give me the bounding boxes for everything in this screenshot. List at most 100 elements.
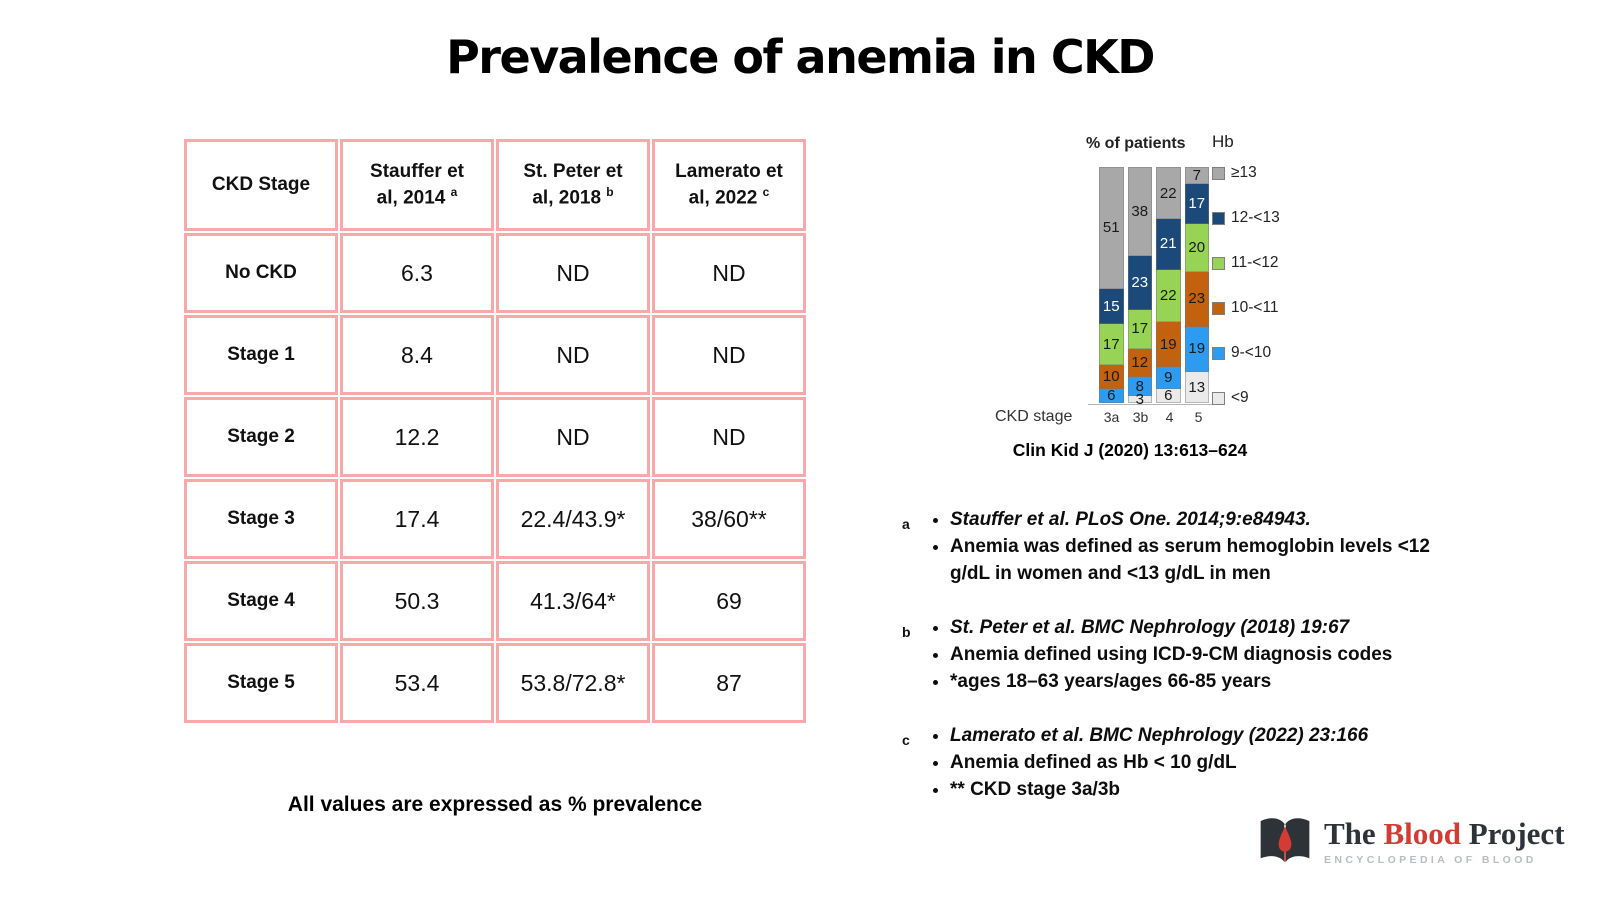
footnote-item: Stauffer et al. PLoS One. 2014;9:e84943.	[950, 507, 1440, 534]
stage-cell: Stage 4	[184, 561, 338, 641]
footnote-item: St. Peter et al. BMC Nephrology (2018) 1…	[950, 615, 1440, 642]
footnote-list: Lamerato et al. BMC Nephrology (2022) 23…	[930, 723, 1440, 804]
header-superscript: c	[762, 185, 770, 200]
stage-cell: Stage 1	[184, 315, 338, 395]
bar-segment: 15	[1099, 288, 1124, 325]
legend: ≥13 12-<13 11-<12 10-<11 9-<10 <9	[1212, 164, 1280, 407]
bar-segment: 6	[1099, 388, 1124, 403]
value-cell: 17.4	[340, 479, 494, 559]
value-cell: ND	[496, 397, 650, 477]
bar-3a: 51 15 17 10 6	[1099, 167, 1124, 403]
value-cell: 38/60**	[652, 479, 806, 559]
table-row: Stage 3 17.4 22.4/43.9* 38/60**	[184, 479, 806, 559]
legend-item: 9-<10	[1212, 344, 1280, 362]
value-cell: 6.3	[340, 233, 494, 313]
x-tick-labels: 3a 3b 4 5	[1099, 409, 1211, 425]
bar-segment: 19	[1156, 321, 1181, 368]
table-row: Stage 1 8.4 ND ND	[184, 315, 806, 395]
footnote-marker: b	[902, 623, 911, 640]
bar-segment: 19	[1184, 326, 1209, 372]
value-cell: 22.4/43.9*	[496, 479, 650, 559]
table-header-row: CKD Stage Stauffer et al, 2014 a St. Peter…	[184, 139, 806, 231]
legend-item: 11-<12	[1212, 254, 1280, 272]
table-header-cell: St. Peter et al, 2018 b	[496, 139, 650, 231]
bar-segment: 13	[1184, 372, 1209, 403]
legend-label: <9	[1231, 389, 1249, 406]
bar-segment: 23	[1127, 255, 1152, 310]
value-cell: ND	[496, 233, 650, 313]
table-row: Stage 5 53.4 53.8/72.8* 87	[184, 643, 806, 723]
footnote-list: St. Peter et al. BMC Nephrology (2018) 1…	[930, 615, 1440, 696]
stage-cell: Stage 5	[184, 643, 338, 723]
table-header-cell: Lamerato et al, 2022 c	[652, 139, 806, 231]
footnotes: a Stauffer et al. PLoS One. 2014;9:e84943…	[900, 507, 1440, 831]
color-swatch	[1212, 301, 1225, 315]
bar-5: 7 17 20 23 19 13	[1184, 167, 1209, 403]
value-cell: 41.3/64*	[496, 561, 650, 641]
footnote-c: c Lamerato et al. BMC Nephrology (2022) 2…	[900, 723, 1440, 804]
bar-segment: 10	[1099, 364, 1124, 389]
value-cell: 53.8/72.8*	[496, 643, 650, 723]
bar-4: 22 21 22 19 9 6	[1156, 167, 1181, 403]
bar-segment: 17	[1099, 324, 1124, 365]
value-cell: 50.3	[340, 561, 494, 641]
footnote-item: *ages 18–63 years/ages 66-85 years	[950, 669, 1440, 696]
bar-segment: 9	[1156, 367, 1181, 389]
bar-segment: 22	[1156, 167, 1181, 220]
table-row: Stage 4 50.3 41.3/64* 69	[184, 561, 806, 641]
legend-item: 10-<11	[1212, 299, 1280, 317]
prevalence-table: CKD Stage Stauffer et al, 2014 a St. Peter…	[182, 137, 808, 725]
bar-segment: 12	[1127, 349, 1152, 378]
tick-label: 3b	[1132, 409, 1149, 425]
logo-word-blood: Blood	[1383, 816, 1461, 852]
bar-segment: 38	[1127, 167, 1152, 256]
color-swatch	[1212, 256, 1225, 270]
legend-label: 9-<10	[1231, 344, 1272, 361]
chart-citation: Clin Kid J (2020) 13:613–624	[1012, 440, 1248, 460]
legend-item: <9	[1212, 389, 1280, 407]
legend-item: 12-<13	[1212, 209, 1280, 227]
footnote-item: Anemia defined using ICD-9-CM diagnosis …	[950, 642, 1440, 669]
stage-cell: No CKD	[184, 233, 338, 313]
blood-project-logo: The Blood Project ENCYCLOPEDIA OF BLOOD	[1256, 812, 1565, 872]
legend-label: ≥13	[1231, 164, 1257, 181]
logo-word-the: The	[1324, 816, 1376, 852]
color-swatch	[1212, 346, 1225, 360]
stage-cell: Stage 2	[184, 397, 338, 477]
bar-segment: 23	[1184, 271, 1209, 327]
bar-segment: 21	[1156, 219, 1181, 270]
footnote-item: Anemia defined as Hb < 10 g/dL	[950, 750, 1440, 777]
value-cell: 87	[652, 643, 806, 723]
legend-label: 12-<13	[1231, 209, 1280, 226]
footnote-item: ** CKD stage 3a/3b	[950, 777, 1440, 804]
logo-word-project: Project	[1468, 816, 1565, 852]
color-swatch	[1212, 166, 1225, 180]
logo-wordmark: The Blood Project	[1324, 816, 1565, 852]
bars-area: 51 15 17 10 6 38 23 17 12 8 3 22 21 22 19 9 6 7 17 20 23 19 13	[1099, 167, 1209, 407]
table-row: Stage 2 12.2 ND ND	[184, 397, 806, 477]
logo-text: The Blood Project ENCYCLOPEDIA OF BLOOD	[1324, 816, 1565, 865]
table-header-cell: Stauffer et al, 2014 a	[340, 139, 494, 231]
legend-title: Hb	[1212, 132, 1234, 151]
value-cell: 12.2	[340, 397, 494, 477]
x-axis-label: CKD stage	[995, 408, 1073, 425]
value-cell: 8.4	[340, 315, 494, 395]
tick-label: 5	[1194, 409, 1203, 425]
header-superscript: b	[606, 185, 614, 200]
bar-segment: 3	[1127, 392, 1152, 407]
bar-segment: 51	[1099, 167, 1124, 289]
table-header-cell: CKD Stage	[184, 139, 338, 231]
tick-label: 4	[1165, 409, 1174, 425]
value-cell: ND	[496, 315, 650, 395]
value-cell: 53.4	[340, 643, 494, 723]
bar-segment: 8	[1127, 377, 1152, 396]
bar-segment: 17	[1184, 183, 1209, 225]
footnote-a: a Stauffer et al. PLoS One. 2014;9:e84943…	[900, 507, 1440, 588]
x-axis-line	[1088, 404, 1218, 405]
bar-segment: 20	[1184, 224, 1209, 272]
value-cell: 69	[652, 561, 806, 641]
bar-3b: 38 23 17 12 8 3	[1127, 167, 1152, 407]
table-row: No CKD 6.3 ND ND	[184, 233, 806, 313]
legend-label: 11-<12	[1231, 254, 1279, 271]
